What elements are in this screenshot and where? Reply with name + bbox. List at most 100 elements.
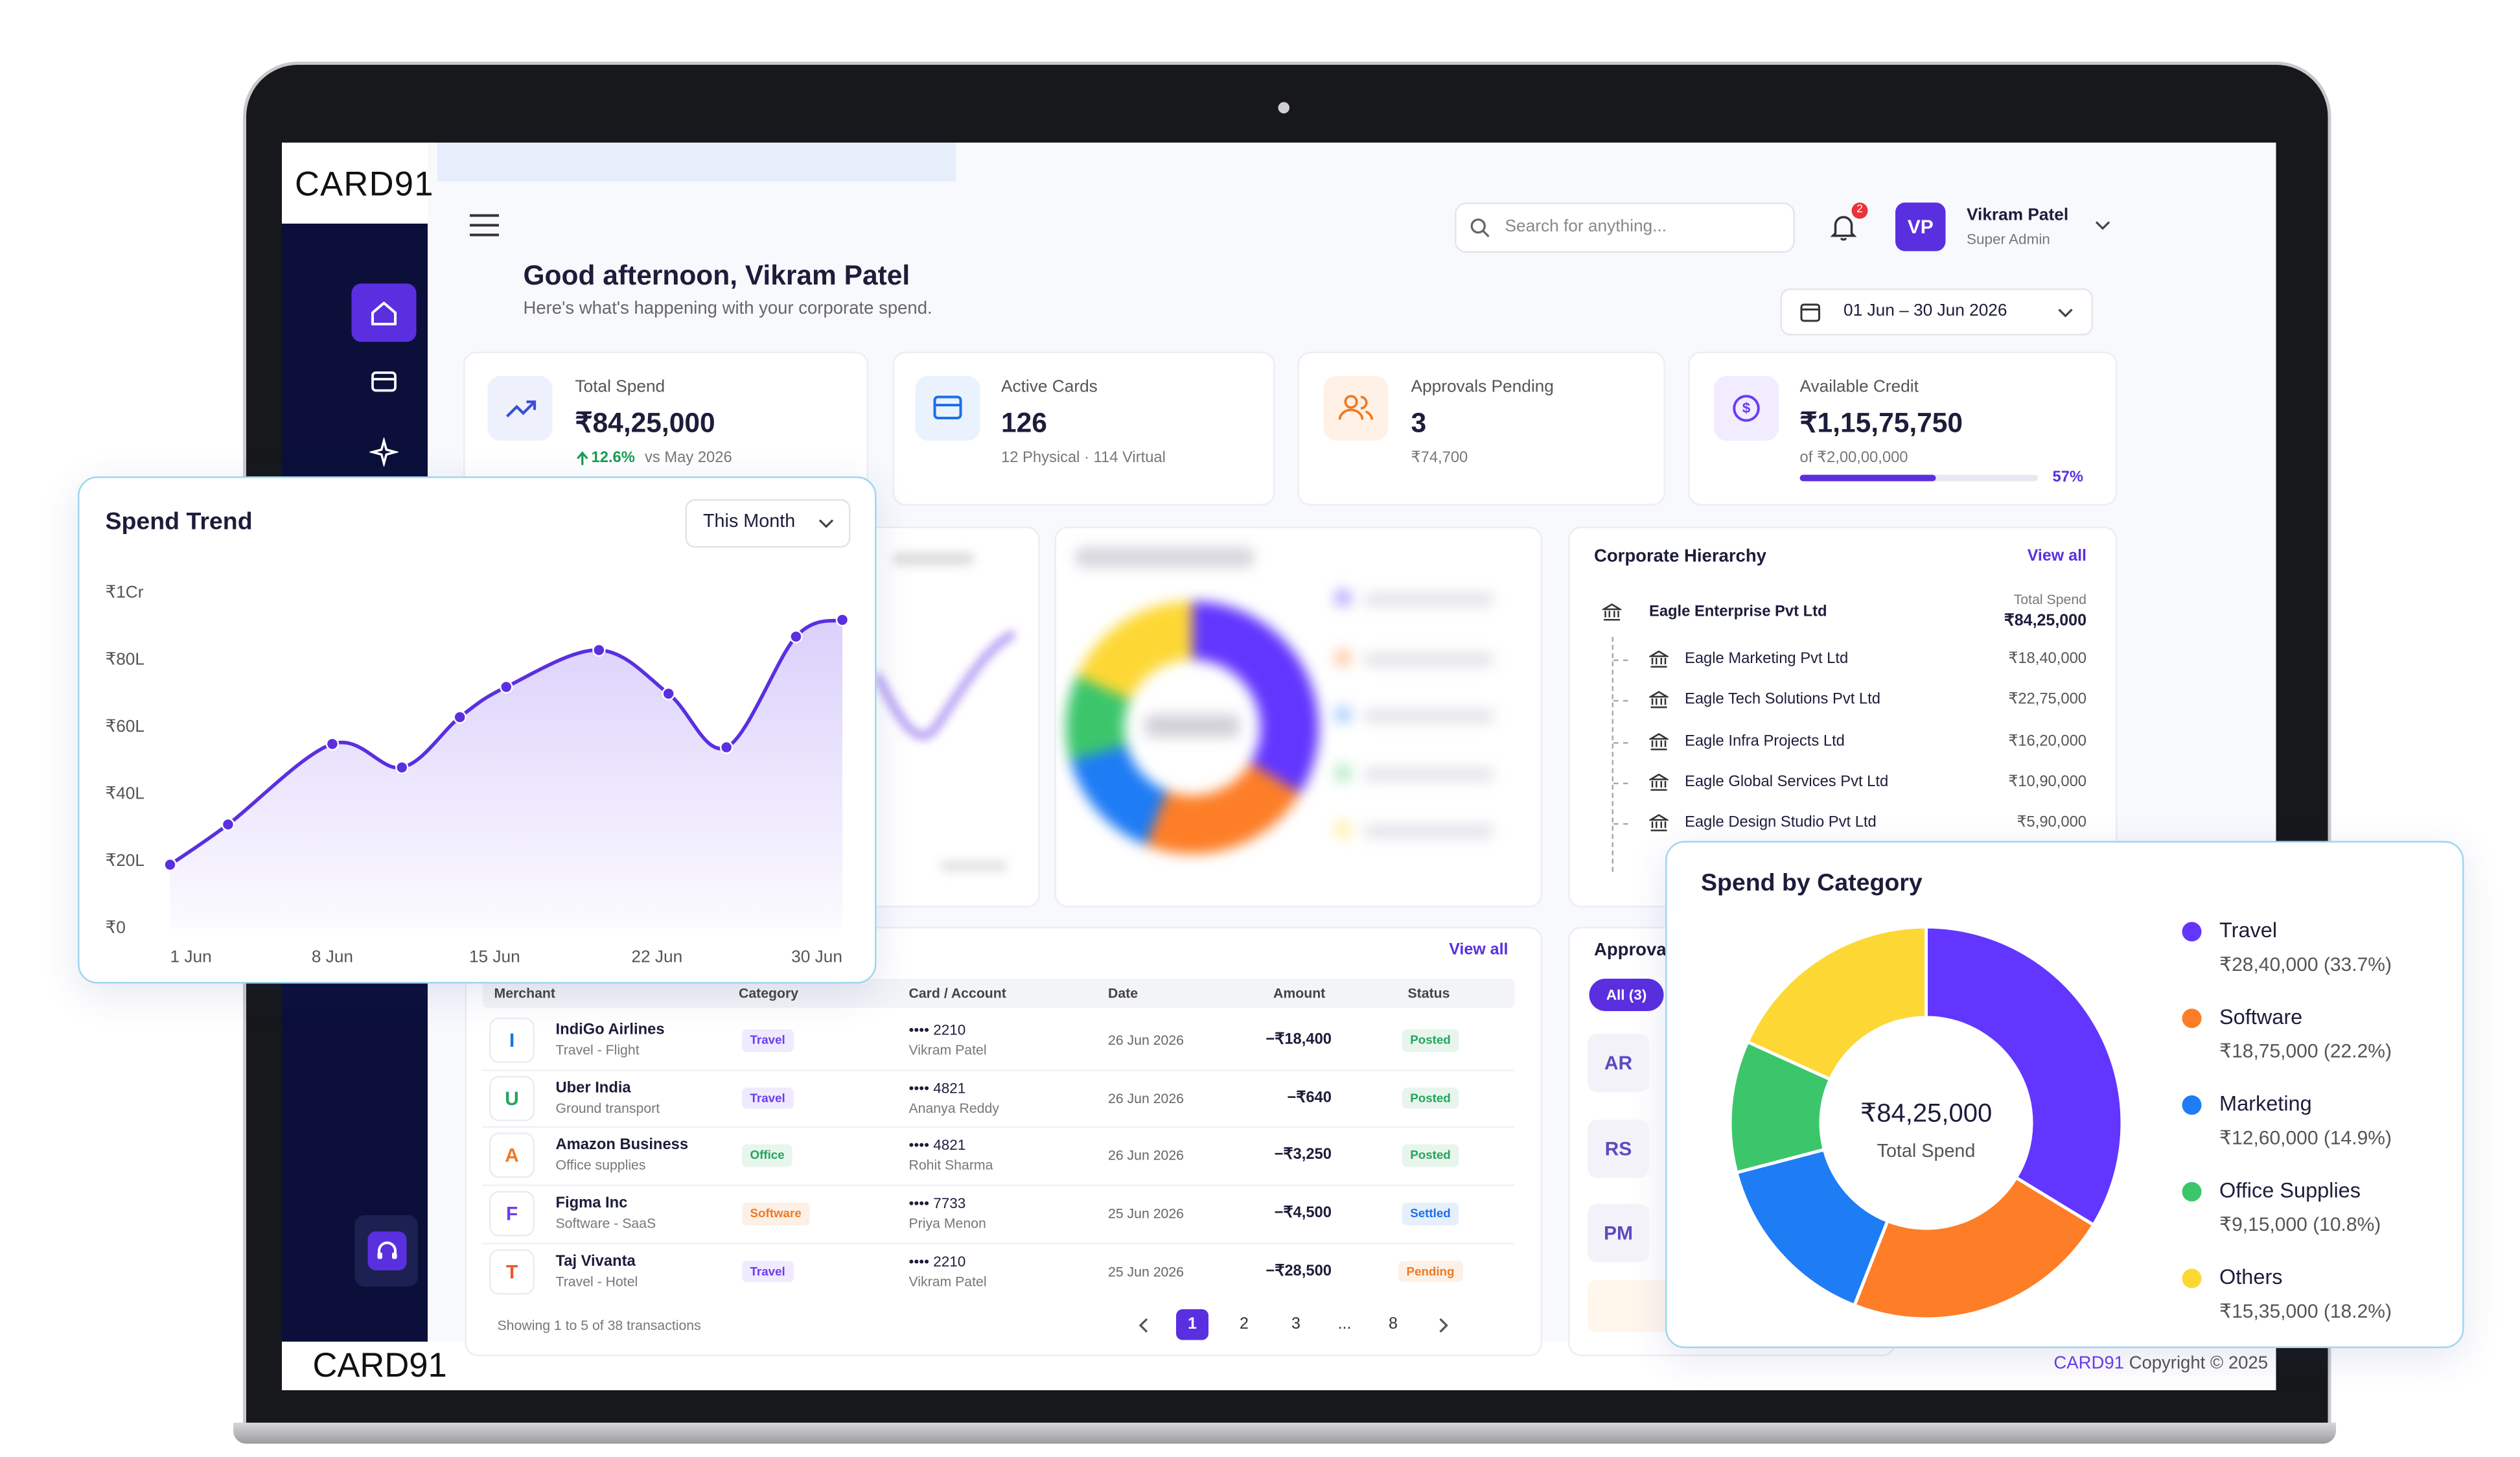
chart-title: Spend by Category [1701,869,1923,897]
child-name: Eagle Tech Solutions Pvt Ltd [1685,691,1880,709]
status-pill: Posted [1402,1087,1459,1110]
amount: −₹4,500 [1274,1204,1332,1222]
point [662,687,675,701]
row-divider [483,1126,1515,1128]
page-button[interactable]: 8 [1389,1316,1398,1334]
calendar-icon [1800,303,1820,322]
prev-page[interactable] [1136,1318,1152,1334]
hierarchy-title: Corporate Hierarchy [1594,546,1766,566]
amount: −₹3,250 [1274,1147,1332,1165]
point [499,680,513,694]
user-name: Vikram Patel [1967,205,2069,225]
merchant: Taj Vivanta [555,1252,636,1271]
merchant-detail: Travel - Flight [555,1041,640,1058]
user-role: Super Admin [1967,231,2050,248]
kpi-note: 12 Physical · 114 Virtual [1001,449,1166,467]
column-header: Merchant [494,985,555,1001]
x-tick-label: 8 Jun [312,946,353,966]
approvals-filter[interactable]: All (3) [1589,979,1664,1011]
date: 26 Jun 2026 [1108,1090,1184,1106]
approval-placeholder [1588,1280,1669,1332]
next-page[interactable] [1435,1318,1451,1334]
merchant-initial: T [489,1248,535,1294]
period-select[interactable]: This Month [685,499,851,548]
child-amount: ₹16,20,000 [2008,732,2087,751]
logo: CARD91 [295,166,434,204]
x-tick-label: 1 Jun [170,946,212,966]
kpi-icon [487,376,553,441]
progress-track [1799,474,2038,482]
copyright: CARD91 Copyright © 2025 [2053,1355,2268,1373]
x-tick-label: 30 Jun [791,946,842,966]
date-picker[interactable]: 01 Jun – 30 Jun 2026 [1780,288,2093,336]
headset [377,1241,397,1259]
column-header: Category [739,985,799,1001]
row-divider [483,1069,1515,1071]
logo-area [282,143,428,224]
legend-dot [2182,1268,2202,1288]
column-header: Date [1108,985,1139,1001]
status-pill: Posted [1402,1029,1459,1051]
blurred-card [1054,526,1542,907]
donut-center-value: ₹84,25,000 [1860,1099,1992,1128]
page-button[interactable]: ... [1337,1316,1352,1334]
merchant-detail: Office supplies [555,1157,646,1174]
y-tick-label: ₹40L [106,783,145,802]
donut-segment [1745,925,1928,1082]
amount: −₹18,400 [1266,1031,1332,1049]
card-holder: Ananya Reddy [908,1099,999,1116]
kpi-note: vs May 2026 [645,449,732,467]
table-footer: Showing 1 to 5 of 38 transactions [497,1316,701,1333]
kpi-label: Available Credit [1799,377,1919,397]
legend-dot [2182,1095,2202,1115]
legend-name: Travel [2219,918,2277,942]
user-menu-chevron[interactable] [2095,219,2111,232]
tree-branch [1613,659,1628,661]
avatar[interactable]: VP [1895,202,1946,251]
card-number: •••• 2210 [908,1021,966,1038]
greeting-subtitle: Here's what's happening with your corpor… [523,299,932,319]
tree-branch [1613,741,1628,743]
point [592,643,606,657]
child-name: Eagle Marketing Pvt Ltd [1685,650,1849,668]
approval-avatar: PM [1588,1204,1649,1263]
notification-badge: 2 [1851,202,1868,219]
point [789,630,803,644]
page-button[interactable]: 1 [1176,1309,1208,1340]
bank-icon [1649,814,1669,832]
search-box[interactable]: Search for anything... [1455,202,1795,253]
child-amount: ₹10,90,000 [2008,773,2087,791]
nav-support[interactable] [354,1215,418,1287]
legend-value: ₹12,60,000 (14.9%) [2219,1127,2392,1148]
tree-branch [1613,782,1628,784]
page-button[interactable]: 2 [1240,1316,1249,1334]
tree-branch [1613,700,1628,703]
card-number: •••• 4821 [908,1079,966,1096]
nav-cards[interactable] [368,369,400,395]
page-button[interactable]: 3 [1291,1316,1300,1334]
point [221,817,235,832]
category-pill: Office [742,1145,793,1167]
people-icon [1338,395,1374,420]
bank-icon [1649,773,1669,791]
bell[interactable] [1827,211,1860,243]
kpi-value: 3 [1411,407,1427,439]
y-tick-label: ₹80L [106,649,145,668]
transactions-link[interactable]: View all [1449,941,1509,959]
menu-button[interactable] [468,213,501,239]
hierarchy-link[interactable]: View all [2027,548,2087,566]
progress-fill [1799,474,1936,482]
card-holder: Priya Menon [908,1215,986,1231]
nav-insights[interactable] [369,437,399,467]
amount: −₹640 [1287,1088,1332,1107]
tree-line [1612,636,1613,872]
progress-label: 57% [2052,469,2084,487]
merchant-initial: I [489,1018,535,1063]
nav-home[interactable] [351,283,417,342]
y-tick-label: ₹1Cr [106,582,144,601]
merchant: Amazon Business [555,1137,689,1155]
date: 26 Jun 2026 [1108,1147,1184,1164]
status-pill: Settled [1402,1202,1459,1225]
